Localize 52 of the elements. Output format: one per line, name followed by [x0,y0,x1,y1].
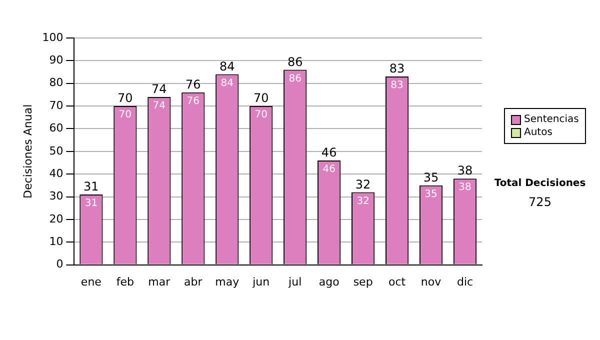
y-tick-label: 80 [49,76,64,90]
data-label: 31 [84,198,98,210]
data-label: 46 [322,164,336,176]
x-tick-label: nov [420,275,442,288]
legend-label: Autos [524,126,552,139]
x-tick-label: ago [318,275,340,288]
data-label: 76 [186,96,200,108]
y-tick-label: 60 [49,122,64,135]
x-tick-label: ene [80,275,102,288]
x-tick-label: feb [116,275,134,288]
total-label: 70 [118,91,133,106]
total-label: 38 [457,164,473,178]
total-label: 70 [253,91,269,106]
y-tick-label: 90 [49,54,64,67]
total-label: 76 [186,78,201,92]
total-label: 83 [389,62,405,76]
x-tick-label: dic [456,275,474,288]
data-label: 84 [220,78,234,89]
y-tick-label: 0 [56,258,64,271]
data-label: 70 [118,110,132,121]
data-label: 83 [390,80,404,92]
total-label: 31 [84,180,99,194]
total-label: 32 [355,177,371,192]
total-label: 46 [321,146,337,160]
y-tick-label: 20 [49,212,64,226]
total-label: 86 [287,54,303,69]
data-label: 74 [152,100,166,112]
total-label: 74 [152,82,167,96]
text: Total Decisiones [493,178,587,189]
y-tick-label: 70 [49,98,64,112]
text: 725 [528,195,552,209]
total-label: 35 [423,170,439,185]
y-axis-title: Decisiones Anual [21,104,34,198]
data-label: 32 [356,196,370,207]
y-tick-label: 50 [49,144,64,158]
data-label: 86 [288,73,302,84]
y-tick-label: 100 [42,30,64,44]
data-label: 35 [424,189,438,200]
y-tick-label: 10 [49,234,64,248]
data-label: 70 [254,110,268,121]
y-tick-label: 40 [49,166,64,180]
x-tick-label: jul [288,275,302,288]
x-tick-label: mar [148,275,171,288]
total-label: 84 [219,59,235,74]
x-tick-label: oct [388,275,406,288]
x-tick-label: jun [252,275,270,288]
data-label: 38 [458,182,472,194]
y-tick-label: 30 [49,190,64,203]
x-tick-label: may [215,275,240,288]
legend-label: Sentencias [524,113,579,126]
x-tick-label: sep [353,275,373,288]
x-tick-label: abr [184,275,203,288]
